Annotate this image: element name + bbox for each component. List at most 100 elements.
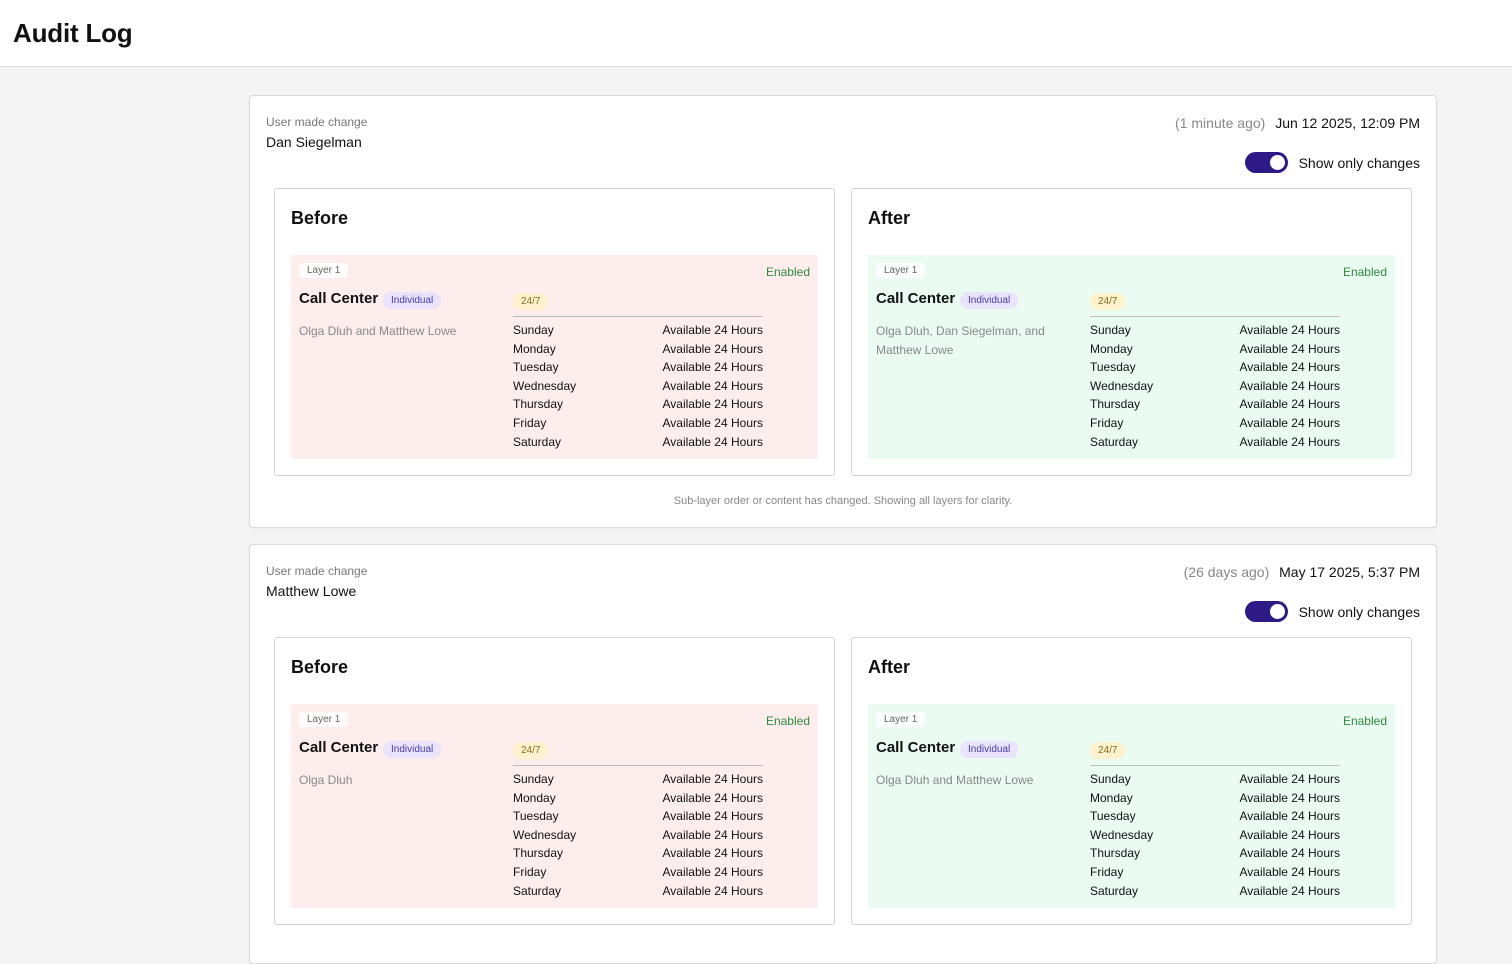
schedule-badge: 24/7 [1090,293,1126,310]
schedule-day: Wednesday [1090,378,1154,393]
schedule-hours: Available 24 Hours [662,846,763,861]
panel-title: After [868,657,911,677]
schedule-day: Tuesday [1090,360,1136,375]
schedule-row: Friday Available 24 Hours [513,414,763,433]
schedule-hours: Available 24 Hours [1239,827,1340,842]
schedule-hours: Available 24 Hours [1239,864,1340,879]
schedule-row: Wednesday Available 24 Hours [513,377,763,396]
schedule-day: Thursday [1090,846,1141,861]
schedule-divider [513,316,763,317]
schedule-row: Sunday Available 24 Hours [513,770,763,789]
layer-card: Layer 1 Enabled Call Center Individual O… [291,255,818,459]
schedule-hours: Available 24 Hours [1239,790,1340,805]
schedule-day: Monday [513,341,556,356]
schedule-row: Wednesday Available 24 Hours [1090,826,1340,845]
schedule-row: Monday Available 24 Hours [1090,789,1340,808]
schedule-day: Wednesday [513,827,577,842]
schedule-badge: 24/7 [1090,742,1126,759]
schedule-day: Thursday [513,846,564,861]
schedule-row: Tuesday Available 24 Hours [513,807,763,826]
layer-tag: Layer 1 [299,712,349,727]
schedule-row: Tuesday Available 24 Hours [1090,358,1340,377]
schedule-day: Sunday [513,772,554,786]
after-panel: After Layer 1 Enabled Call Center Indivi… [851,188,1412,476]
schedule-day: Wednesday [1090,827,1154,842]
schedule-hours: Available 24 Hours [1239,360,1340,375]
layer-status: Enabled [765,265,810,279]
schedule-row: Wednesday Available 24 Hours [513,826,763,845]
schedule-day: Thursday [1090,397,1141,412]
show-only-changes-toggle[interactable]: Show only changes [1244,601,1420,622]
audit-entry: User made change Dan Siegelman (1 minute… [249,95,1437,528]
relative-time: (26 days ago) [1183,564,1270,580]
schedule-table: Sunday Available 24 Hours Monday Available… [513,321,763,451]
schedule-hours: Available 24 Hours [1239,397,1340,412]
layer-members: Olga Dluh and Matthew Lowe [299,324,457,338]
timestamp: May 17 2025, 5:37 PM [1279,564,1420,580]
panel-title: Before [291,657,349,677]
schedule-badge: 24/7 [513,742,549,759]
schedule-day: Friday [513,864,547,879]
toggle-knob [1269,155,1285,170]
schedule-table: Sunday Available 24 Hours Monday Available… [1090,321,1340,451]
schedule-badge: 24/7 [513,293,549,310]
layer-tag: Layer 1 [299,263,349,278]
schedule-hours: Available 24 Hours [1239,323,1340,337]
schedule-day: Wednesday [513,378,577,393]
schedule-row: Sunday Available 24 Hours [1090,321,1340,340]
layer-card: Layer 1 Enabled Call Center Individual O… [868,704,1395,908]
schedule-row: Sunday Available 24 Hours [513,321,763,340]
toggle-switch[interactable] [1244,152,1288,173]
layer-name: Call Center [299,290,379,307]
schedule-hours: Available 24 Hours [662,790,763,805]
toggle-knob [1269,604,1285,619]
schedule-hours: Available 24 Hours [662,883,763,898]
layer-status: Enabled [765,714,810,728]
change-user: Dan Siegelman [266,134,362,150]
layer-type-badge: Individual [960,741,1019,758]
schedule-hours: Available 24 Hours [1239,415,1340,430]
schedule-row: Thursday Available 24 Hours [1090,395,1340,414]
schedule-day: Sunday [513,323,554,337]
schedule-row: Friday Available 24 Hours [1090,414,1340,433]
schedule-divider [513,765,763,766]
schedule-hours: Available 24 Hours [1239,378,1340,393]
schedule-table: Sunday Available 24 Hours Monday Available… [1090,770,1340,900]
schedule-day: Friday [1090,864,1124,879]
schedule-table: Sunday Available 24 Hours Monday Available… [513,770,763,900]
schedule-hours: Available 24 Hours [1239,846,1340,861]
schedule-row: Saturday Available 24 Hours [513,882,763,901]
panel-title: Before [291,208,349,228]
schedule-row: Monday Available 24 Hours [513,340,763,359]
schedule-day: Saturday [513,883,562,898]
schedule-day: Friday [1090,415,1124,430]
layer-type-badge: Individual [383,741,442,758]
show-only-changes-toggle[interactable]: Show only changes [1244,152,1420,173]
schedule-hours: Available 24 Hours [1239,434,1340,449]
layer-tag: Layer 1 [876,712,926,727]
schedule-hours: Available 24 Hours [662,323,763,337]
schedule-hours: Available 24 Hours [1239,341,1340,356]
toggle-switch[interactable] [1244,601,1288,622]
schedule-day: Sunday [1090,323,1131,337]
schedule-day: Tuesday [513,809,559,824]
schedule-day: Friday [513,415,547,430]
schedule-hours: Available 24 Hours [662,378,763,393]
relative-time: (1 minute ago) [1175,115,1266,131]
schedule-day: Monday [1090,341,1133,356]
change-time: (1 minute ago) Jun 12 2025, 12:09 PM [1175,115,1420,131]
change-label: User made change [266,115,368,129]
schedule-row: Thursday Available 24 Hours [513,395,763,414]
after-panel: After Layer 1 Enabled Call Center Indivi… [851,637,1412,925]
schedule-row: Monday Available 24 Hours [1090,340,1340,359]
page-title: Audit Log [13,18,133,48]
schedule-hours: Available 24 Hours [662,772,763,786]
schedule-row: Friday Available 24 Hours [1090,863,1340,882]
layer-status: Enabled [1342,265,1387,279]
change-user: Matthew Lowe [266,583,357,599]
layer-status: Enabled [1342,714,1387,728]
top-bar: Audit Log [0,0,1512,67]
change-time: (26 days ago) May 17 2025, 5:37 PM [1184,564,1420,580]
before-panel: Before Layer 1 Enabled Call Center Indiv… [274,637,835,925]
toggle-label: Show only changes [1298,154,1420,171]
